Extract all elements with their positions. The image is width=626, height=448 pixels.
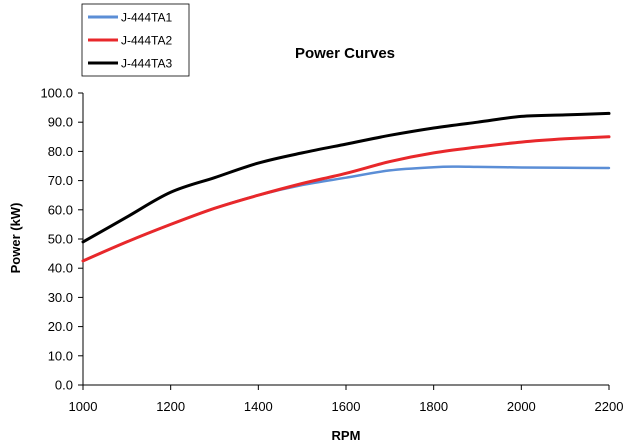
x-tick-label: 1400 bbox=[244, 399, 273, 414]
x-tick-label: 1000 bbox=[69, 399, 98, 414]
y-tick-label: 70.0 bbox=[48, 173, 73, 188]
series-line-j-444ta2 bbox=[81, 135, 611, 263]
y-tick-label: 80.0 bbox=[48, 144, 73, 159]
series-line-j-444ta3 bbox=[81, 111, 611, 244]
y-axis-title: Power (kW) bbox=[8, 203, 23, 274]
y-tick-label: 20.0 bbox=[48, 319, 73, 334]
y-tick-label: 10.0 bbox=[48, 348, 73, 363]
y-tick-label: 90.0 bbox=[48, 115, 73, 130]
plot-area bbox=[81, 111, 611, 263]
x-tick-label: 1800 bbox=[419, 399, 448, 414]
legend: J-444TA1 J-444TA2 J-444TA3 bbox=[81, 3, 190, 77]
y-tick-label: 40.0 bbox=[48, 261, 73, 276]
x-tick-label: 1200 bbox=[156, 399, 185, 414]
y-tick-label: 0.0 bbox=[55, 378, 73, 393]
chart-title: Power Curves bbox=[295, 45, 395, 62]
y-tick-label: 30.0 bbox=[48, 290, 73, 305]
x-tick-label: 2000 bbox=[507, 399, 536, 414]
legend-label: J-444TA2 bbox=[121, 34, 172, 48]
x-axis-title: RPM bbox=[332, 428, 361, 443]
x-tick-label: 2200 bbox=[595, 399, 624, 414]
y-tick-label: 60.0 bbox=[48, 202, 73, 217]
y-tick-label: 100.0 bbox=[40, 86, 73, 101]
y-tick-label: 50.0 bbox=[48, 232, 73, 247]
legend-label: J-444TA1 bbox=[121, 11, 172, 25]
x-axis: 1000 1200 1400 1600 1800 2000 2200 bbox=[69, 384, 624, 414]
x-tick-label: 1600 bbox=[332, 399, 361, 414]
series-line-j-444ta1 bbox=[81, 165, 611, 263]
legend-label: J-444TA3 bbox=[121, 57, 172, 71]
y-axis: 0.0 10.0 20.0 30.0 40.0 50.0 60.0 70.0 80.0 90.0 1… bbox=[40, 86, 84, 393]
